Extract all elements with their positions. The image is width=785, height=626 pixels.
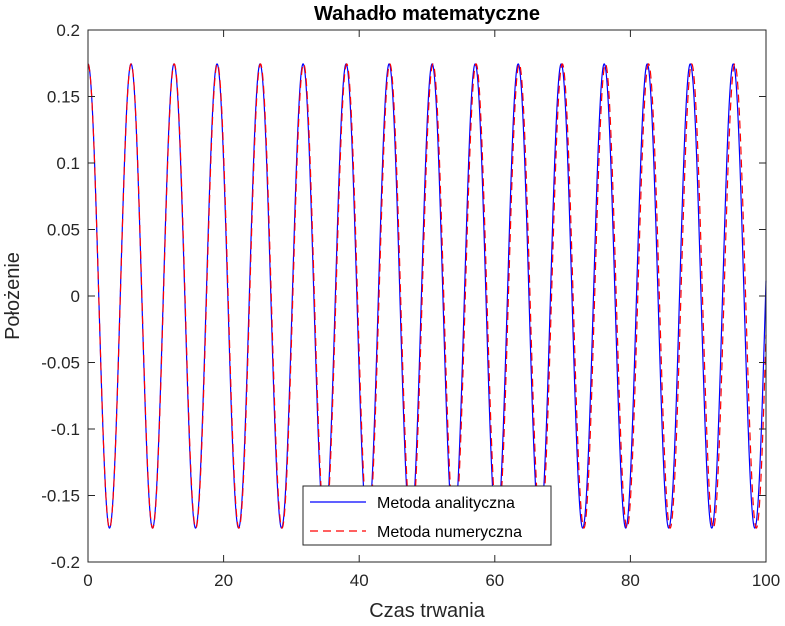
y-axis-label: Położenie — [2, 252, 24, 340]
series-line-numeryczna — [87, 63, 767, 529]
x-tick-label: 0 — [83, 571, 92, 590]
x-axis-label: Czas trwania — [369, 600, 485, 622]
series-layer — [87, 63, 767, 529]
y-tick-label: -0.05 — [41, 354, 80, 373]
legend-label-analityczna: Metoda analityczna — [377, 495, 515, 512]
x-tick-label: 100 — [752, 571, 780, 590]
y-tick-label: -0.15 — [41, 487, 80, 506]
legend: Metoda analityczna Metoda numeryczna — [302, 485, 552, 546]
y-tick-label: -0.1 — [51, 420, 80, 439]
chart-title: Wahadło matematyczne — [314, 3, 540, 25]
x-tick-label: 60 — [485, 571, 504, 590]
y-tick-label: -0.2 — [51, 553, 80, 572]
legend-box — [302, 485, 552, 546]
plot-area: 0 20 40 60 80 100 -0.2 -0.15 -0.1 -0.05 0 0.05 0.1 0.… — [41, 21, 780, 590]
y-tick-label: 0 — [71, 287, 80, 306]
tick-layer: 0 20 40 60 80 100 -0.2 -0.15 -0.1 -0.05 0 0.05 0.1 0.… — [41, 21, 780, 590]
legend-label-numeryczna: Metoda numeryczna — [377, 524, 522, 541]
y-tick-label: 0.1 — [56, 154, 80, 173]
x-tick-label: 20 — [214, 571, 233, 590]
y-tick-label: 0.2 — [56, 21, 80, 40]
y-tick-label: 0.05 — [47, 221, 80, 240]
x-tick-label: 40 — [350, 571, 369, 590]
y-tick-label: 0.15 — [47, 88, 80, 107]
x-tick-label: 80 — [621, 571, 640, 590]
